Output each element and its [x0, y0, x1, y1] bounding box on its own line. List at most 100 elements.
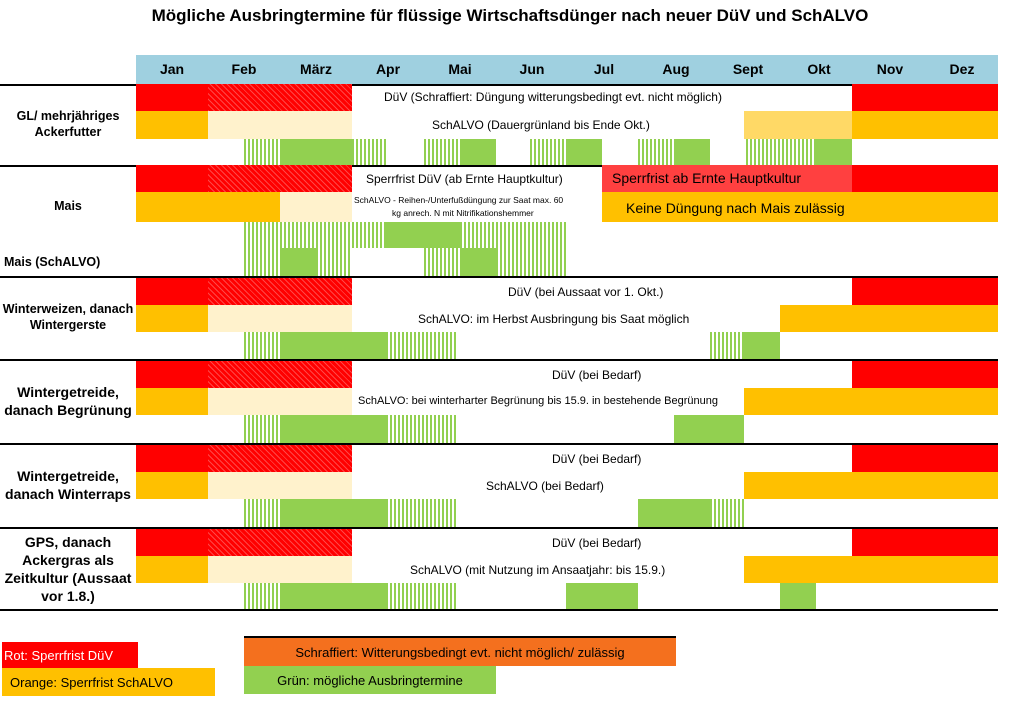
row-label-begruenung: Wintergetreide, danach Begrünung: [4, 383, 132, 418]
month-jan: Jan: [159, 61, 185, 77]
duev-hatched-block: [208, 361, 352, 388]
schalvo-block: [136, 305, 208, 332]
green-block: [460, 139, 496, 165]
green-hatched-block: [244, 248, 280, 276]
row-label-gps: GPS, danach Ackergras als Zeitkultur (Au…: [4, 533, 132, 605]
wb-schalvo-text: SchALVO: bei winterharter Begrünung bis …: [358, 395, 718, 407]
row-label-mais-schalvo: Mais (SchALVO): [4, 255, 101, 270]
legend-orange: Orange: Sperrfrist SchALVO: [2, 668, 215, 696]
row-divider: [0, 165, 998, 167]
row-label-mais: Mais: [54, 199, 82, 214]
green-hatched-block: [386, 583, 458, 609]
schalvo-block: [852, 111, 998, 139]
ww-schalvo-text: SchALVO: im Herbst Ausbringung bis Saat …: [418, 312, 690, 326]
row-label-winterweizen: Winterweizen, danach Wintergerste: [2, 302, 134, 332]
duev-block: [852, 445, 998, 472]
mais-duev-text: Sperrfrist DüV (ab Ernte Hauptkultur): [366, 172, 563, 186]
green-block: [280, 332, 386, 359]
row-divider: [0, 359, 998, 361]
row-divider: [0, 527, 998, 529]
legend-red: Rot: Sperrfrist DüV: [2, 642, 138, 668]
row-label-winterraps: Wintergetreide, danach Winterraps: [5, 467, 131, 502]
month-oct: Okt: [807, 61, 831, 77]
green-hatched-block: [638, 139, 674, 165]
duev-block: [136, 361, 208, 388]
mais-schalvo-right-text: Keine Düngung nach Mais zulässig: [626, 200, 845, 216]
green-hatched-block: [710, 332, 744, 359]
month-aug: Aug: [662, 61, 690, 77]
green-block: [566, 583, 638, 609]
duev-block: [852, 84, 998, 111]
schalvo-block: [744, 556, 998, 583]
legend-orange-label: Orange: Sperrfrist SchALVO: [10, 674, 174, 690]
schalvo-light-block: [208, 388, 352, 415]
green-block: [280, 415, 386, 443]
green-hatched-block: [244, 415, 280, 443]
green-hatched-block: [244, 222, 386, 248]
gl-duev-text: DüV (Schraffiert: Düngung witterungsbedi…: [384, 90, 722, 104]
month-jun: Jun: [519, 61, 545, 77]
month-nov: Nov: [876, 61, 904, 77]
green-hatched-block: [424, 139, 460, 165]
duev-block: [136, 165, 208, 192]
duev-block: [852, 361, 998, 388]
green-hatched-block: [424, 248, 460, 276]
green-block: [280, 583, 386, 609]
green-block: [816, 139, 852, 165]
page-title: Mögliche Ausbringtermine für flüssige Wi…: [151, 6, 869, 25]
green-hatched-block: [386, 332, 458, 359]
gps-duev-text: DüV (bei Bedarf): [552, 536, 642, 550]
green-hatched-block: [460, 222, 566, 248]
month-sep: Sept: [732, 61, 764, 77]
legend-hatched: Schraffiert: Witterungsbedingt evt. nich…: [244, 638, 676, 666]
schalvo-block: [780, 305, 998, 332]
legend-green-label: Grün: mögliche Ausbringtermine: [277, 672, 463, 688]
schalvo-block: [744, 388, 998, 415]
green-block: [386, 222, 460, 248]
legend-green: Grün: mögliche Ausbringtermine: [244, 666, 496, 694]
green-hatched-block: [496, 248, 566, 276]
green-hatched-block: [244, 139, 280, 165]
green-hatched-block: [710, 499, 744, 527]
duev-block: [136, 278, 208, 305]
green-block: [674, 415, 744, 443]
schalvo-block: [136, 111, 208, 139]
green-hatched-block: [244, 583, 280, 609]
row-label-gl: GL/ mehrjähriges Ackerfutter: [16, 109, 120, 139]
schalvo-block: [744, 472, 998, 499]
duev-block: [602, 165, 852, 192]
month-mar: März: [300, 61, 332, 77]
row-divider: [0, 609, 998, 611]
gl-schalvo-text: SchALVO (Dauergrünland bis Ende Okt.): [432, 118, 650, 132]
wb-duev-text: DüV (bei Bedarf): [552, 368, 642, 382]
duev-block: [852, 165, 998, 192]
green-block: [674, 139, 710, 165]
schalvo-light-block: [208, 111, 352, 139]
duev-block: [852, 529, 998, 556]
month-dec: Dez: [949, 61, 975, 77]
row-divider: [0, 276, 998, 278]
duev-hatched-block: [208, 278, 352, 305]
duev-hatched-block: [208, 165, 352, 192]
green-block: [280, 248, 316, 276]
green-hatched-block: [386, 499, 458, 527]
schalvo-block: [136, 192, 280, 222]
green-block: [566, 139, 602, 165]
green-block: [780, 583, 816, 609]
duev-block: [136, 84, 208, 111]
duev-hatched-block: [208, 445, 352, 472]
schalvo-block: [744, 111, 852, 139]
green-block: [460, 248, 496, 276]
green-block: [638, 499, 710, 527]
wr-duev-text: DüV (bei Bedarf): [552, 452, 642, 466]
green-block: [280, 499, 386, 527]
duev-block: [136, 445, 208, 472]
wr-schalvo-text: SchALVO (bei Bedarf): [486, 479, 604, 493]
schalvo-light-block: [208, 472, 352, 499]
mais-schalvo-text-b: kg anrech. N mit Nitrifikationshemmer: [392, 208, 534, 218]
legend-red-label: Rot: Sperrfrist DüV: [4, 647, 114, 663]
month-apr: Apr: [375, 61, 401, 77]
green-hatched-block: [244, 499, 280, 527]
green-hatched-block: [316, 248, 352, 276]
month-may: Mai: [448, 61, 472, 77]
